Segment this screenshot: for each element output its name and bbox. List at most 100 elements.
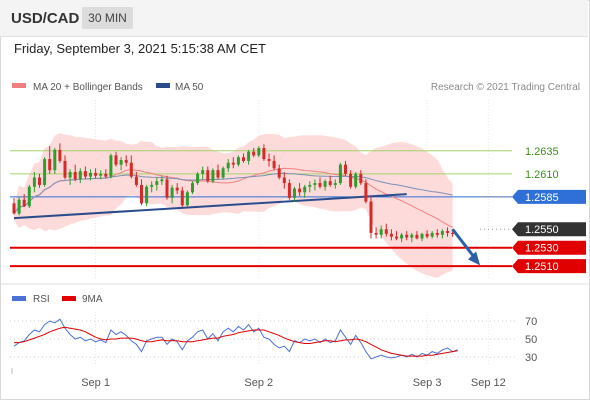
level-lines	[10, 150, 512, 268]
candlestick	[287, 179, 291, 200]
candlestick	[323, 179, 327, 191]
candlestick	[354, 172, 358, 189]
candlestick	[22, 194, 26, 208]
candlestick	[129, 155, 133, 179]
candle-body	[231, 162, 235, 165]
candle-body	[32, 177, 36, 187]
candlestick	[313, 179, 317, 191]
candle-body	[374, 232, 378, 235]
candle-body	[140, 184, 143, 204]
timeframe-button[interactable]: 30 MIN	[82, 7, 133, 29]
x-tick-label: Sep 3	[413, 377, 442, 389]
candlestick	[94, 168, 98, 179]
candlestick	[389, 229, 393, 241]
candlestick	[430, 231, 434, 239]
candlestick	[425, 230, 429, 239]
price-tag: 1.2510	[512, 259, 586, 274]
candle-body	[83, 171, 87, 177]
candle-body	[43, 159, 47, 185]
candle-body	[318, 183, 322, 187]
candlestick	[231, 157, 235, 169]
candle-body	[236, 157, 240, 165]
candle-body	[298, 188, 302, 193]
candlestick	[206, 166, 210, 184]
candlestick	[293, 186, 296, 202]
candle-body	[201, 170, 205, 174]
candle-body	[170, 187, 174, 198]
candle-body	[22, 199, 26, 207]
ma50-line	[13, 172, 453, 214]
ma20-legend-label: MA 20 + Bollinger Bands	[33, 82, 143, 93]
candlestick	[440, 229, 444, 239]
candlestick	[242, 153, 245, 163]
candlestick	[374, 227, 378, 239]
candle-body	[435, 232, 439, 235]
candle-body	[446, 231, 449, 233]
x-tick-label: Sep 2	[244, 377, 273, 389]
candlestick	[318, 177, 322, 189]
candle-body	[119, 160, 123, 165]
candle-body	[242, 157, 245, 161]
candlestick	[369, 196, 373, 239]
time-axis: Sep 1 Sep 2 Sep 3 Sep 12	[11, 368, 506, 389]
candle-body	[145, 186, 149, 204]
candle-body	[333, 183, 337, 185]
candlestick	[38, 173, 41, 188]
candle-body	[420, 233, 424, 239]
candle-body	[27, 186, 31, 207]
candlestick	[145, 184, 149, 207]
candlestick	[165, 175, 169, 200]
candlestick	[211, 168, 215, 184]
candlestick	[247, 149, 251, 165]
candle-body	[17, 199, 21, 214]
candlestick	[32, 172, 36, 193]
candlestick	[83, 166, 87, 180]
candle-body	[63, 160, 67, 178]
candle-body	[247, 151, 251, 161]
rsi-legend-swatch	[12, 296, 26, 301]
candle-body	[191, 183, 194, 193]
price-tag: 1.2610	[525, 169, 559, 181]
candlestick	[27, 184, 31, 208]
price-tag-box	[512, 189, 586, 204]
candle-body	[180, 190, 184, 206]
candlestick	[109, 153, 113, 179]
forecast-arrow-shaft	[451, 228, 477, 260]
candle-body	[129, 162, 133, 177]
candle-body	[114, 155, 118, 165]
candle-body	[308, 184, 312, 187]
candlestick	[99, 170, 103, 180]
candlestick	[185, 190, 189, 208]
candlestick	[150, 181, 154, 193]
candlestick	[333, 179, 337, 189]
ma20-legend-swatch	[12, 83, 26, 88]
ma50-legend-label: MA 50	[175, 82, 204, 93]
rsi-tick-label: 30	[525, 352, 537, 364]
candle-body	[425, 233, 429, 237]
candle-body	[395, 236, 398, 239]
candlestick	[155, 177, 159, 191]
currency-pair-title: USD/CAD	[11, 10, 80, 27]
candle-body	[440, 231, 444, 235]
candlestick	[303, 184, 307, 198]
price-tag: 1.2530	[512, 240, 586, 255]
price-tag: 1.2585	[512, 189, 586, 204]
candle-body	[451, 232, 455, 234]
candle-body	[328, 181, 332, 185]
candle-body	[150, 184, 154, 187]
moving-averages	[13, 167, 453, 228]
candle-body	[405, 234, 409, 238]
candle-body	[221, 168, 225, 178]
candlestick	[53, 148, 57, 174]
candle-body	[160, 179, 164, 182]
candle-body	[73, 172, 77, 180]
candle-body	[384, 229, 388, 234]
candle-body	[430, 232, 434, 237]
candle-body	[48, 159, 52, 171]
support-trendline	[13, 193, 407, 220]
chart-header: USD/CAD 30 MIN	[0, 0, 588, 37]
candlestick	[236, 155, 240, 167]
price-tag-label: 1.2585	[525, 192, 559, 204]
candlestick	[124, 155, 128, 167]
candlestick	[170, 184, 174, 204]
